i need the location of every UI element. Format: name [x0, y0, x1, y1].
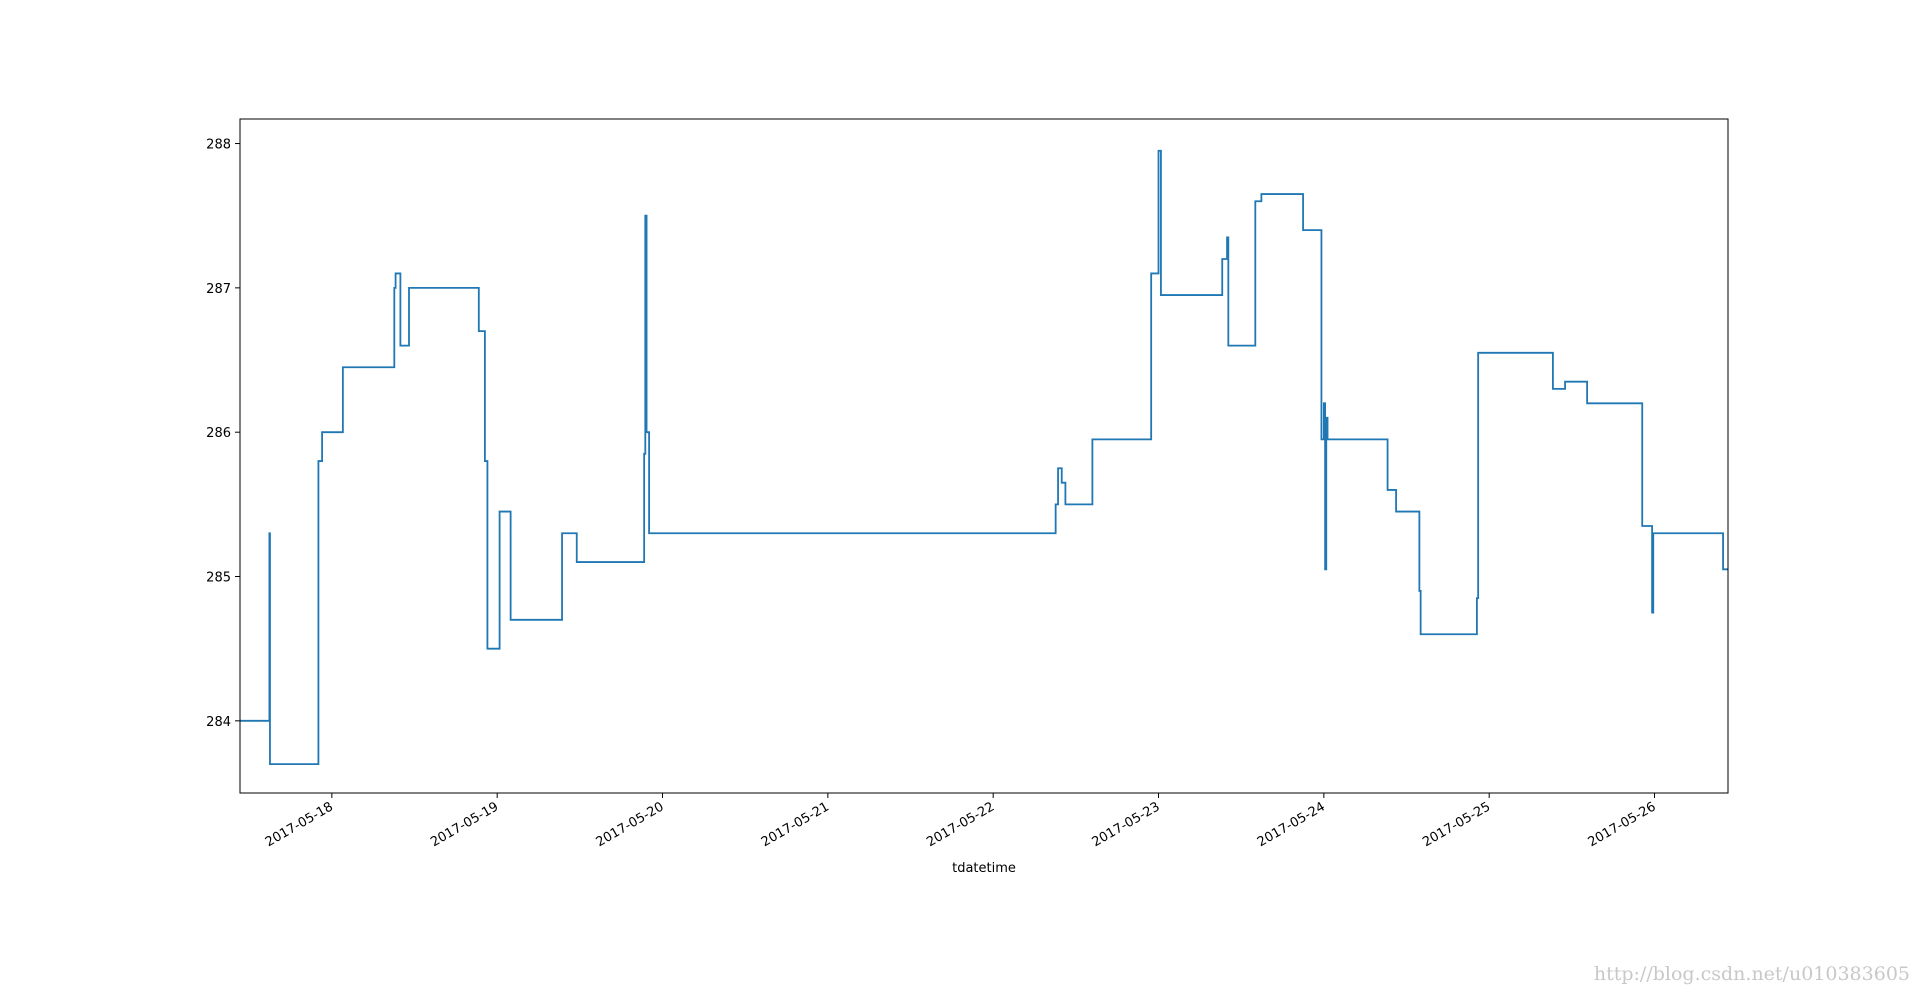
x-tick-label: 2017-05-20: [594, 799, 667, 850]
y-tick-label: 286: [206, 426, 231, 441]
x-tick-label: 2017-05-24: [1255, 799, 1328, 850]
line: [240, 149, 1728, 766]
y-tick-label: 284: [206, 715, 231, 730]
x-tick-label: 2017-05-26: [1586, 799, 1659, 850]
x-tick-label: 2017-05-23: [1090, 799, 1163, 850]
y-tick-label: 287: [206, 282, 231, 297]
x-tick-label: 2017-05-19: [428, 799, 501, 850]
y-tick-label: 288: [206, 138, 231, 153]
x-axis-label: tdatetime: [952, 861, 1016, 876]
x-tick-label: 2017-05-18: [263, 799, 336, 850]
x-tick-label: 2017-05-21: [759, 799, 832, 850]
x-tick-label: 2017-05-22: [924, 799, 997, 850]
watermark: http://blog.csdn.net/u010383605: [1594, 963, 1910, 985]
x-tick-label: 2017-05-25: [1420, 799, 1493, 850]
y-tick-label: 285: [206, 571, 231, 586]
plot-frame: [239, 118, 1729, 794]
